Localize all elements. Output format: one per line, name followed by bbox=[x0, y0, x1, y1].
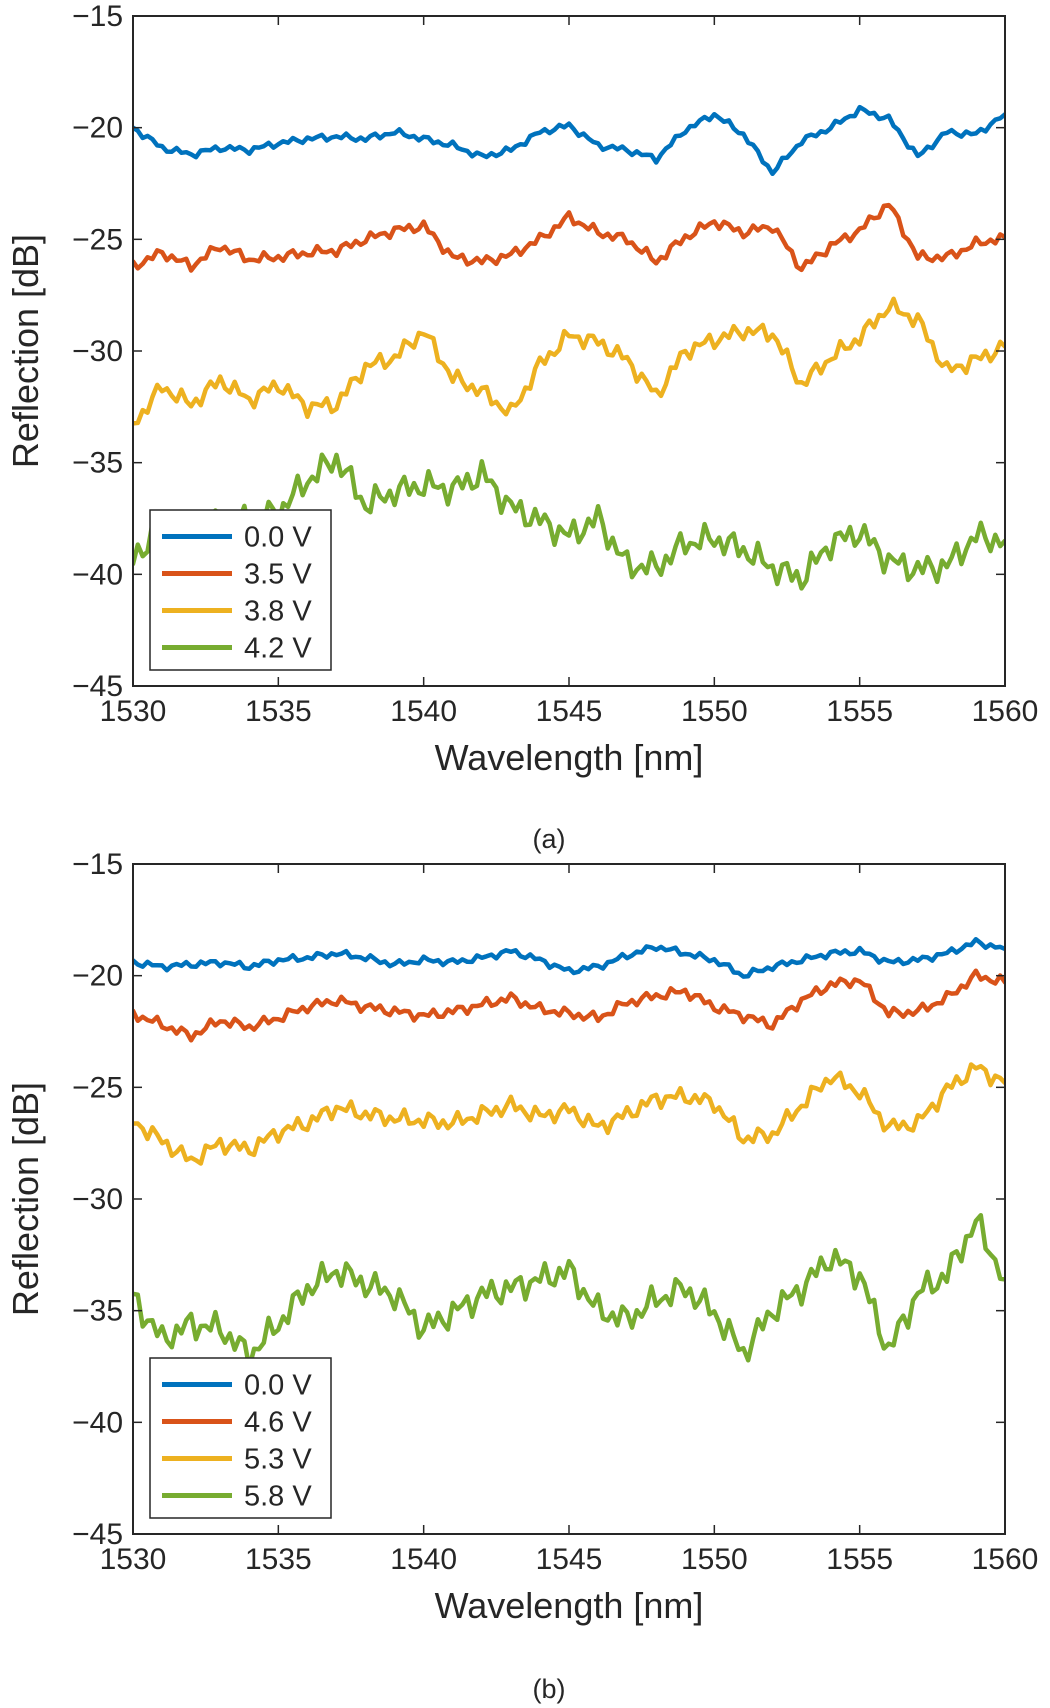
y-tick-label: −30 bbox=[72, 335, 123, 368]
y-tick-label: −15 bbox=[72, 0, 123, 33]
legend-label: 5.3 V bbox=[244, 1444, 312, 1476]
x-tick-label: 1530 bbox=[100, 1543, 167, 1576]
axes-frame bbox=[132, 863, 1006, 1535]
y-tick-label: −20 bbox=[72, 960, 123, 993]
series-line-0-0-V bbox=[133, 104, 1005, 177]
x-tick-label: 1535 bbox=[245, 1543, 312, 1576]
y-tick-label: −25 bbox=[72, 1071, 123, 1104]
x-tick-label: 1560 bbox=[972, 695, 1039, 728]
x-axis-label: Wavelength [nm] bbox=[435, 1585, 704, 1626]
y-tick-label: −15 bbox=[72, 848, 123, 881]
y-tick-label: −45 bbox=[72, 1518, 123, 1551]
x-tick-label: 1560 bbox=[972, 1543, 1039, 1576]
chart-panel-b: 1530 1535 1540 1545 1550 1555 1560 −15 −20 −25 −30… bbox=[5, 848, 1038, 1626]
series-line-4-6-V bbox=[133, 968, 1005, 1043]
y-tick-label: −25 bbox=[72, 223, 123, 256]
x-tick-label: 1550 bbox=[681, 695, 748, 728]
panel-label-a: (a) bbox=[533, 824, 566, 854]
legend-label: 4.2 V bbox=[244, 633, 312, 665]
x-tick-label: 1530 bbox=[100, 695, 167, 728]
series-line-5-8-V bbox=[133, 1212, 1005, 1370]
legend-label: 4.6 V bbox=[244, 1407, 312, 1439]
x-tick-label: 1550 bbox=[681, 1543, 748, 1576]
y-tick-label: −40 bbox=[72, 558, 123, 591]
legend-label: 0.0 V bbox=[244, 1370, 312, 1402]
legend-label: 0.0 V bbox=[244, 522, 312, 554]
series-line-0-0-V bbox=[133, 936, 1005, 979]
series-line-5-3-V bbox=[133, 1062, 1005, 1166]
y-tick-label: −45 bbox=[72, 670, 123, 703]
chart-panel-a: 1530 1535 1540 1545 1550 1555 1560 −15 −20 −25 −30… bbox=[5, 0, 1038, 778]
legend-label: 3.8 V bbox=[244, 596, 312, 628]
x-tick-label: 1545 bbox=[536, 1543, 603, 1576]
panel-label-b: (b) bbox=[533, 1674, 566, 1704]
y-tick-label: −20 bbox=[72, 112, 123, 145]
y-tick-label: −35 bbox=[72, 1295, 123, 1328]
series-line-3-5-V bbox=[133, 202, 1005, 273]
legend-label: 5.8 V bbox=[244, 1481, 312, 1513]
axes-frame bbox=[132, 15, 1006, 687]
y-tick-label: −30 bbox=[72, 1183, 123, 1216]
x-tick-label: 1535 bbox=[245, 695, 312, 728]
y-tick-label: −40 bbox=[72, 1406, 123, 1439]
y-axis-label: Reflection [dB] bbox=[5, 234, 46, 468]
x-tick-label: 1545 bbox=[536, 695, 603, 728]
y-tick-label: −35 bbox=[72, 447, 123, 480]
x-tick-label: 1540 bbox=[390, 1543, 457, 1576]
y-axis-label: Reflection [dB] bbox=[5, 1082, 46, 1316]
x-tick-label: 1540 bbox=[390, 695, 457, 728]
x-tick-label: 1555 bbox=[826, 695, 893, 728]
legend-label: 3.5 V bbox=[244, 559, 312, 591]
x-tick-label: 1555 bbox=[826, 1543, 893, 1576]
series-line-3-8-V bbox=[133, 296, 1005, 426]
x-axis-label: Wavelength [nm] bbox=[435, 737, 704, 778]
